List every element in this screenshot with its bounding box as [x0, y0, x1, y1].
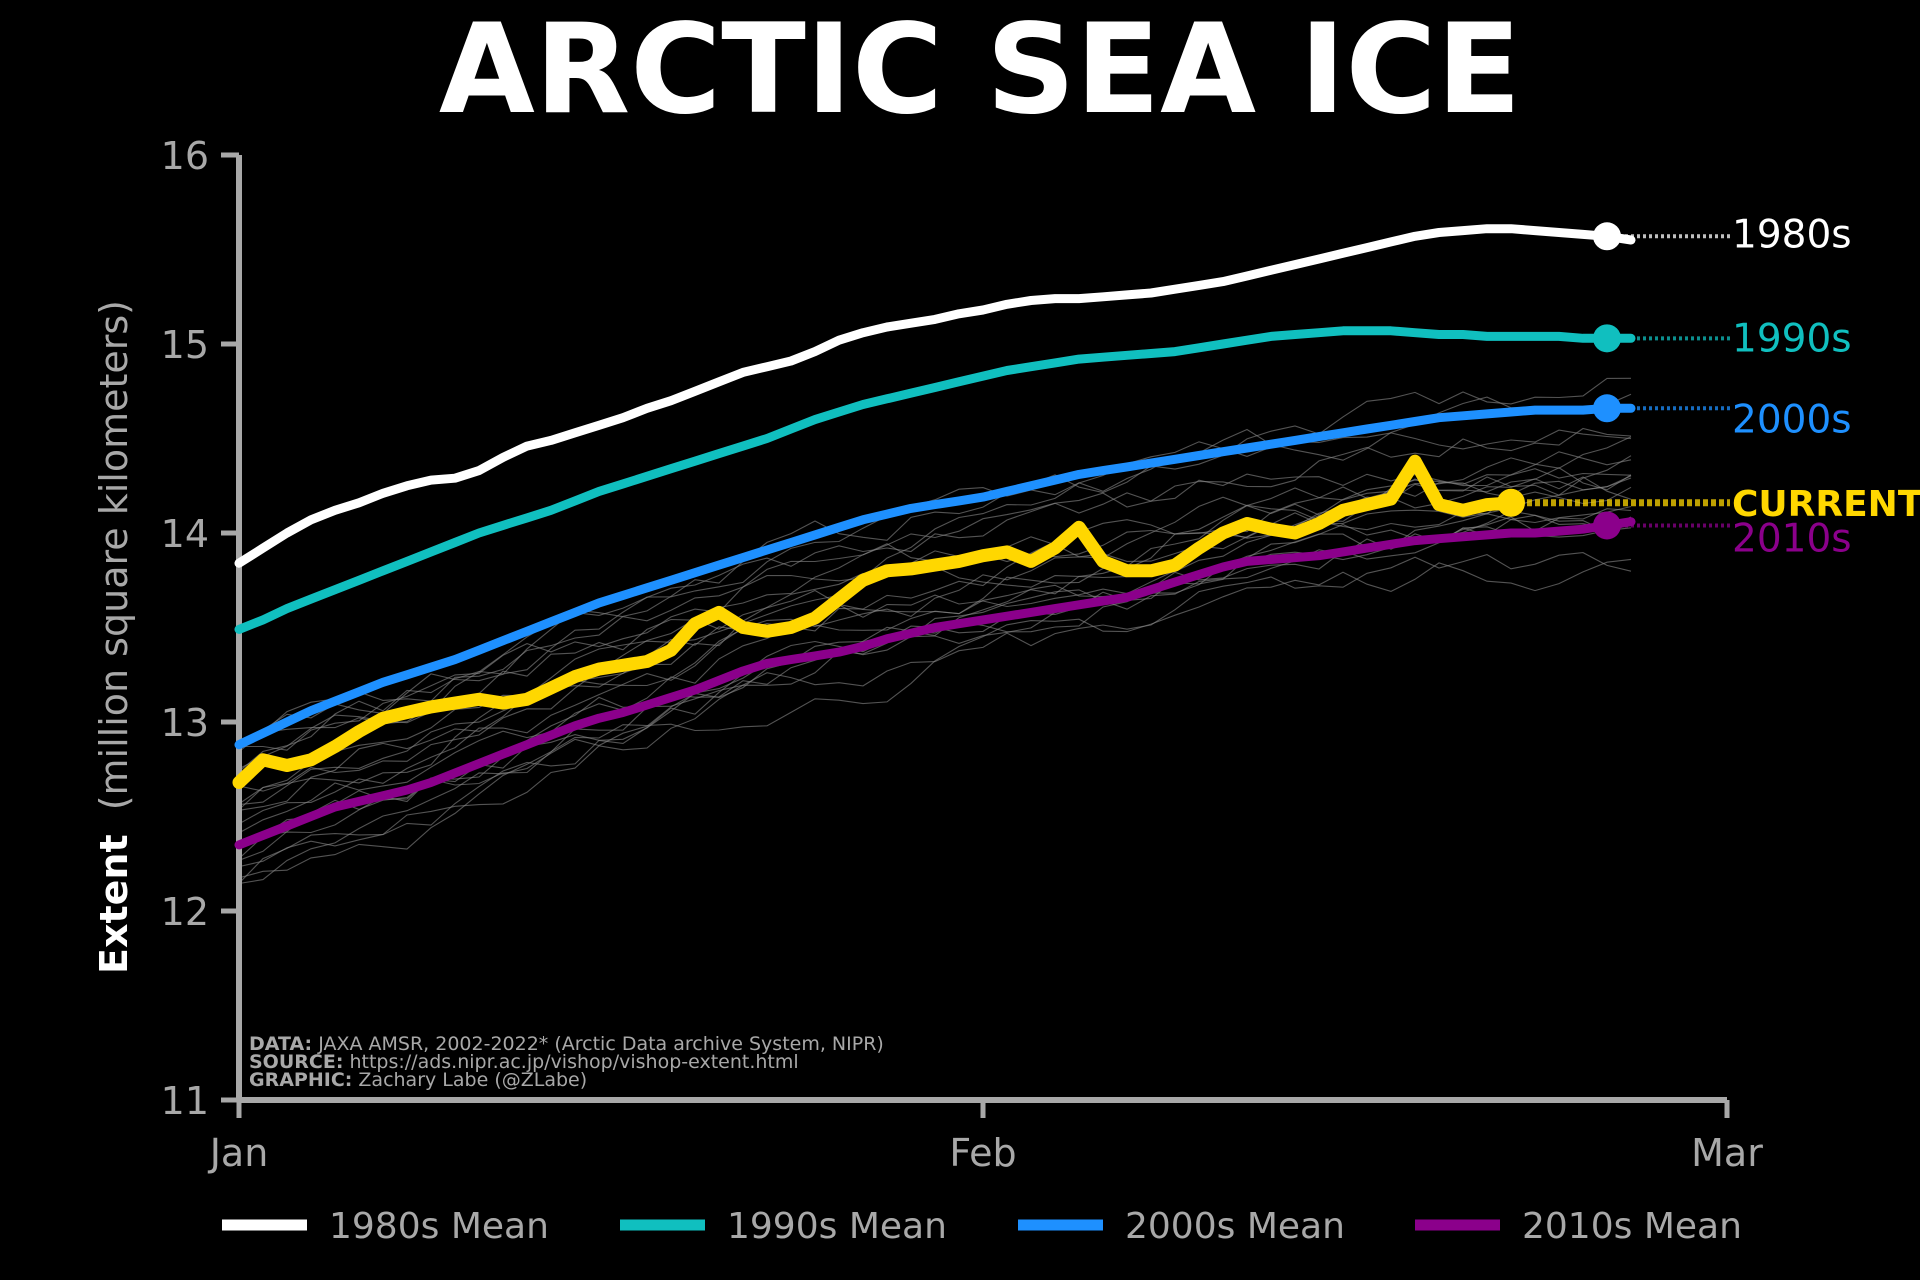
y-tick-label: 15 — [161, 323, 209, 367]
2010s-line — [234, 517, 1636, 850]
y-tick-label: 14 — [161, 512, 209, 556]
historical-year-line — [238, 429, 1632, 750]
y-tick-label: 12 — [161, 890, 209, 934]
y-axis-label-rest: (million square kilometers) — [92, 300, 136, 810]
legend-label-1980s: 1980s Mean — [329, 1206, 549, 1247]
axes: 11 12 13 14 15 16 Jan Feb Mar — [161, 134, 1764, 1175]
legend-label-1990s: 1990s Mean — [727, 1206, 947, 1247]
historical-year-line — [238, 477, 1632, 825]
y-tick-label: 13 — [161, 701, 209, 745]
historical-year-line — [238, 475, 1632, 834]
chart-title: ARCTIC SEA ICE — [439, 0, 1521, 142]
1980s-end-label: 1980s — [1732, 212, 1852, 257]
2010s-end-marker — [1593, 511, 1621, 540]
legend-label-2000s: 2000s Mean — [1125, 1206, 1345, 1247]
x-tick-label: Feb — [949, 1131, 1016, 1175]
current-end-marker — [1497, 488, 1525, 517]
y-axis-label: Extent (million square kilometers) — [92, 300, 136, 974]
credit-source: SOURCE: https://ads.nipr.ac.jp/vishop/vi… — [249, 1051, 799, 1073]
historical-year-line — [238, 558, 1632, 879]
x-tick-label: Mar — [1691, 1131, 1763, 1175]
series-lines — [232, 224, 1636, 850]
y-axis-label-bold: Extent — [92, 834, 136, 974]
y-tick-label: 16 — [161, 134, 209, 178]
credit-data: DATA: JAXA AMSR, 2002-2022* (Arctic Data… — [249, 1033, 884, 1055]
legend-label-2010s: 2010s Mean — [1522, 1206, 1742, 1247]
2010s-end-label: 2010s — [1732, 517, 1852, 562]
2000s-line — [234, 403, 1636, 750]
x-tick-label: Jan — [208, 1131, 269, 1175]
1980s-line — [234, 224, 1636, 568]
current-end-label: CURRENT — [1732, 484, 1920, 525]
1990s-end-label: 1990s — [1732, 316, 1852, 361]
current-line — [232, 454, 1518, 789]
1990s-line — [234, 326, 1636, 634]
data-credits: DATA: JAXA AMSR, 2002-2022* (Arctic Data… — [249, 1033, 884, 1091]
1990s-end-marker — [1593, 324, 1621, 353]
historical-year-line — [238, 552, 1632, 868]
1980s-end-marker — [1593, 222, 1621, 251]
2000s-end-label: 2000s — [1732, 398, 1852, 443]
y-tick-label: 11 — [161, 1079, 209, 1123]
2000s-end-marker — [1593, 394, 1621, 423]
credit-graphic: GRAPHIC: Zachary Labe (@ZLabe) — [249, 1069, 587, 1091]
historical-year-line — [238, 427, 1632, 770]
historical-year-line — [238, 476, 1632, 806]
legend: 1980s Mean 1990s Mean 2000s Mean 2010s Mean — [222, 1206, 1742, 1247]
